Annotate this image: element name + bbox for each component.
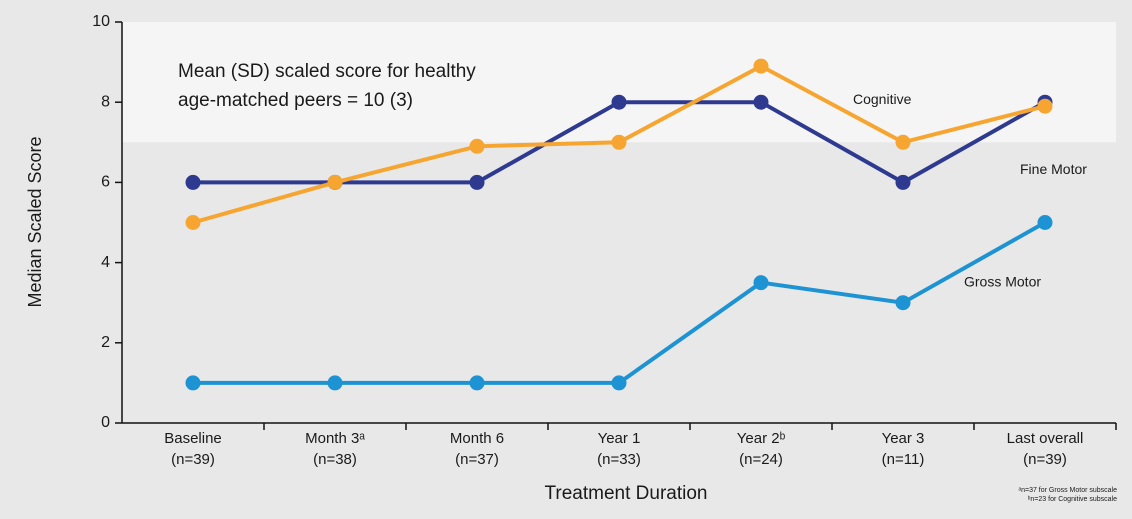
x-tick-label: Baseline bbox=[164, 430, 222, 447]
data-point bbox=[753, 275, 769, 291]
x-tick-label: Year 3 bbox=[882, 430, 925, 447]
data-point bbox=[185, 375, 201, 391]
data-point bbox=[1037, 215, 1053, 230]
x-axis-label: Treatment Duration bbox=[545, 483, 708, 504]
data-point bbox=[895, 295, 911, 311]
y-tick-label: 8 bbox=[101, 93, 110, 110]
footnote: ᵇn=23 for Cognitive subscale bbox=[1028, 496, 1117, 503]
x-tick-label: Year 2ᵇ bbox=[737, 430, 786, 447]
data-point bbox=[469, 138, 485, 154]
data-point bbox=[611, 94, 627, 110]
x-tick-count: (n=24) bbox=[739, 451, 783, 468]
x-tick-label: Year 1 bbox=[598, 430, 641, 447]
series-label: Gross Motor bbox=[964, 273, 1041, 289]
y-tick-label: 0 bbox=[101, 414, 110, 431]
y-tick-label: 10 bbox=[92, 13, 110, 30]
y-axis-label: Median Scaled Score bbox=[25, 136, 45, 307]
footnote: ᵃn=37 for Gross Motor subscale bbox=[1018, 487, 1117, 494]
y-tick-label: 6 bbox=[101, 174, 110, 191]
x-tick-count: (n=39) bbox=[171, 451, 215, 468]
data-point bbox=[895, 134, 911, 150]
x-tick-count: (n=39) bbox=[1023, 451, 1067, 468]
data-point bbox=[611, 375, 627, 391]
data-point bbox=[327, 174, 343, 190]
band-group bbox=[122, 22, 1116, 143]
annotation: age-matched peers = 10 (3) bbox=[178, 90, 413, 111]
x-tick-count: (n=37) bbox=[455, 451, 499, 468]
x-tick-label: Month 3ᵃ bbox=[305, 430, 365, 447]
x-tick-label: Month 6 bbox=[450, 430, 504, 447]
data-point bbox=[753, 94, 769, 110]
data-point bbox=[469, 375, 485, 391]
data-point bbox=[327, 375, 343, 391]
data-point bbox=[753, 58, 769, 74]
reference-band bbox=[122, 22, 1116, 143]
data-point bbox=[469, 174, 485, 190]
x-tick-count: (n=38) bbox=[313, 451, 357, 468]
data-point bbox=[611, 134, 627, 150]
data-point bbox=[1037, 98, 1053, 114]
series-label: Cognitive bbox=[853, 91, 912, 107]
y-tick-label: 2 bbox=[101, 334, 110, 351]
x-tick-count: (n=11) bbox=[882, 451, 925, 468]
data-point bbox=[185, 215, 201, 230]
x-tick-label: Last overall bbox=[1007, 430, 1084, 447]
x-tick-count: (n=33) bbox=[597, 451, 641, 468]
y-tick-label: 4 bbox=[101, 254, 110, 271]
annotation: Mean (SD) scaled score for healthy bbox=[178, 61, 476, 82]
data-point bbox=[185, 174, 201, 190]
series-label: Fine Motor bbox=[1020, 161, 1087, 177]
data-point bbox=[895, 174, 911, 190]
